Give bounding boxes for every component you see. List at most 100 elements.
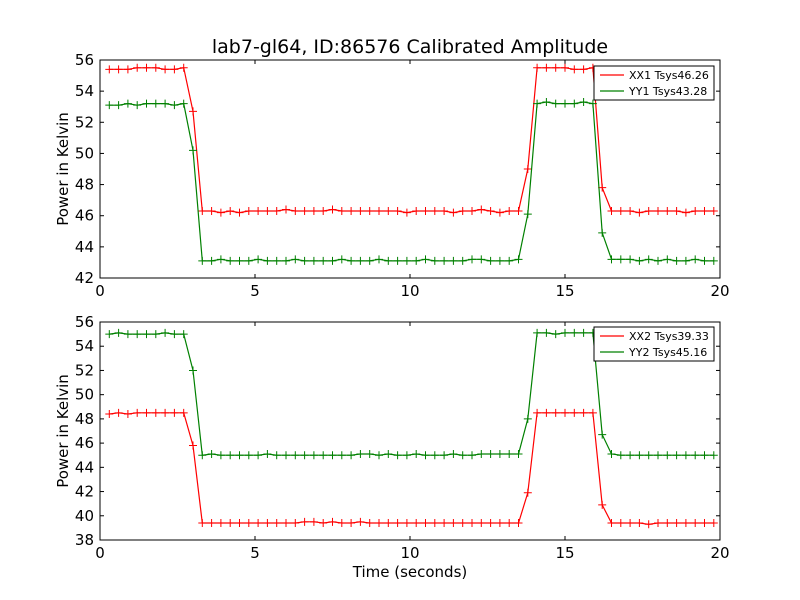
data-point-marker: [319, 207, 328, 216]
data-point-marker: [133, 101, 142, 110]
data-point-marker: [393, 207, 402, 216]
y-tick-label: 44: [75, 238, 94, 256]
data-point-marker: [244, 207, 253, 216]
data-point-marker: [235, 451, 244, 460]
data-point-marker: [384, 519, 393, 528]
data-point-marker: [235, 256, 244, 265]
data-point-marker: [244, 451, 253, 460]
data-point-marker: [440, 519, 449, 528]
y-tick-label: 44: [75, 458, 94, 476]
data-point-marker: [654, 451, 662, 460]
data-point-marker: [151, 408, 160, 417]
data-point-marker: [105, 330, 114, 339]
x-tick-label: 10: [400, 544, 419, 562]
data-point-marker: [375, 207, 383, 216]
data-point-marker: [384, 450, 393, 459]
data-point-marker: [551, 330, 560, 339]
data-point-marker: [402, 256, 411, 265]
data-point-marker: [123, 99, 132, 108]
data-point-marker: [151, 330, 160, 339]
data-point-marker: [570, 328, 579, 337]
data-point-marker: [440, 256, 449, 265]
data-point-marker: [309, 256, 318, 265]
data-point-marker: [309, 207, 318, 216]
data-point-marker: [105, 101, 114, 110]
data-point-marker: [430, 256, 439, 265]
data-point-marker: [254, 255, 263, 264]
data-point-marker: [272, 256, 281, 265]
data-point-marker: [226, 256, 235, 265]
data-point-marker: [635, 451, 644, 460]
data-point-marker: [254, 207, 263, 216]
y-tick-label: 40: [75, 507, 94, 525]
data-point-marker: [412, 207, 421, 216]
data-point-marker: [254, 451, 263, 460]
data-point-marker: [161, 65, 170, 74]
data-point-marker: [598, 500, 607, 509]
data-point-marker: [328, 517, 337, 526]
data-point-marker: [598, 228, 607, 237]
data-point-marker: [393, 451, 402, 460]
data-point-marker: [709, 519, 718, 528]
data-point-marker: [170, 408, 179, 417]
data-point-marker: [114, 328, 123, 337]
data-point-marker: [402, 519, 411, 528]
data-point-marker: [533, 63, 542, 72]
y-tick-label: 48: [75, 410, 94, 428]
y-tick-label: 42: [75, 269, 94, 287]
data-point-marker: [505, 256, 514, 265]
data-point-marker: [542, 63, 551, 72]
data-point-marker: [123, 330, 132, 339]
y-tick-label: 48: [75, 176, 94, 194]
data-point-marker: [449, 519, 458, 528]
data-point-marker: [272, 451, 281, 460]
data-point-marker: [216, 208, 225, 217]
data-point-marker: [607, 519, 616, 528]
data-point-marker: [505, 450, 514, 459]
x-tick-label: 5: [250, 282, 260, 300]
data-point-marker: [635, 208, 644, 217]
data-point-marker: [663, 519, 672, 528]
data-point-marker: [142, 99, 151, 108]
data-point-marker: [179, 330, 188, 339]
data-point-marker: [533, 328, 542, 337]
data-point-marker: [700, 256, 709, 265]
data-point-marker: [207, 450, 216, 459]
data-point-marker: [226, 451, 235, 460]
data-point-marker: [505, 519, 514, 528]
data-point-marker: [681, 519, 690, 528]
data-point-marker: [523, 210, 532, 219]
data-point-marker: [644, 207, 653, 216]
data-point-marker: [654, 256, 662, 265]
data-point-marker: [291, 519, 300, 528]
data-point-marker: [561, 328, 569, 337]
data-point-marker: [430, 519, 439, 528]
data-point-marker: [347, 256, 356, 265]
x-tick-label: 5: [250, 544, 260, 562]
data-point-marker: [672, 519, 681, 528]
data-point-marker: [142, 408, 151, 417]
data-point-marker: [654, 207, 662, 216]
data-point-marker: [468, 255, 476, 264]
data-point-marker: [291, 207, 300, 216]
data-point-marker: [114, 101, 123, 110]
data-point-marker: [561, 63, 569, 72]
x-tick-label: 10: [400, 282, 419, 300]
data-point-marker: [477, 519, 486, 528]
data-point-marker: [598, 430, 607, 439]
y-tick-label: 46: [75, 207, 94, 225]
data-point-marker: [626, 519, 635, 528]
data-point-marker: [151, 63, 160, 72]
data-point-marker: [272, 207, 281, 216]
data-point-marker: [514, 450, 523, 459]
data-point-marker: [579, 408, 588, 417]
legend-bottom: XX2 Tsys39.33 YY2 Tsys45.16: [593, 326, 715, 362]
data-point-marker: [663, 207, 672, 216]
data-point-marker: [198, 256, 207, 265]
data-point-marker: [356, 450, 365, 459]
y-tick-label: 54: [75, 82, 94, 100]
data-point-marker: [282, 519, 290, 528]
data-point-marker: [207, 207, 216, 216]
data-point-marker: [486, 207, 495, 216]
data-point-marker: [607, 207, 616, 216]
